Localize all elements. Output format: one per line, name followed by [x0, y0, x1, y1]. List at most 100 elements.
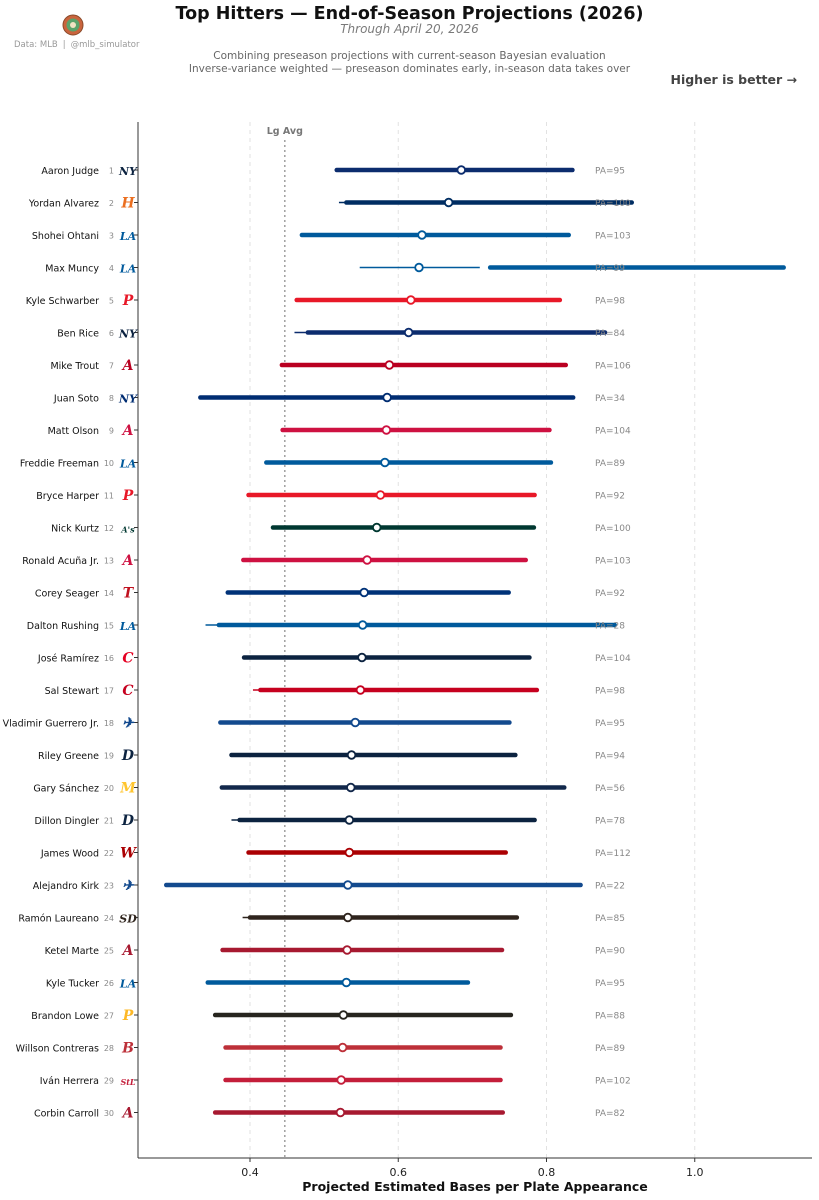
projection-point [335, 1107, 346, 1118]
player-name: Corbin Carroll [34, 1109, 99, 1120]
player-name: Corey Seager [35, 589, 99, 600]
plate-appearances-label: PA=28 [595, 622, 625, 632]
projection-point [338, 1010, 349, 1020]
dodgers-logo-icon: LA [119, 263, 137, 276]
plate-appearances-label: PA=34 [595, 394, 625, 404]
yankees-logo-icon: NY [118, 328, 138, 341]
player-rank: 9 [109, 427, 114, 436]
plate-appearances-label: PA=104 [595, 654, 631, 664]
plate-appearances-label: PA=88 [595, 1012, 625, 1022]
rangers-logo-icon: T [123, 586, 135, 602]
plate-appearances-label: PA=103 [595, 232, 631, 242]
projection-point [346, 782, 356, 793]
credit-separator: | [62, 40, 66, 50]
player-name: James Wood [40, 849, 99, 860]
angels-logo-icon: A [121, 358, 134, 374]
player-name: Iván Herrera [40, 1076, 99, 1087]
projection-point [344, 815, 355, 825]
chart-subtitle: Through April 20, 2026 [340, 22, 479, 36]
cardinals-logo-icon: StL [120, 1077, 135, 1087]
player-rank: 25 [104, 947, 114, 956]
plate-appearances-label: PA=85 [595, 914, 625, 924]
projection-point [443, 197, 454, 208]
phillies-logo-icon: P [122, 293, 134, 309]
padres-logo-icon: SD [119, 913, 137, 926]
projection-point [380, 457, 390, 468]
player-name: Aaron Judge [41, 166, 99, 177]
plate-appearances-label: PA=95 [595, 719, 625, 729]
x-tick-label: 1.0 [686, 1166, 704, 1179]
player-name: Yordan Alvarez [28, 199, 99, 210]
player-rank: 26 [104, 979, 114, 988]
player-rank: 23 [104, 882, 114, 891]
projection-point [343, 880, 353, 890]
plate-appearances-label: PA=112 [595, 849, 631, 859]
chart-description-line-2: Inverse-variance weighted — preseason do… [188, 63, 631, 75]
player-rank: 20 [104, 784, 114, 793]
dodgers-logo-icon: LA [119, 620, 137, 633]
player-name: Shohei Ohtani [32, 231, 99, 242]
player-rank: 28 [104, 1044, 114, 1053]
player-rank: 24 [104, 914, 114, 923]
plate-appearances-label: PA=90 [595, 947, 625, 957]
projection-point [372, 522, 382, 533]
pirates-logo-icon: P [122, 1008, 134, 1024]
plate-appearances-label: PA=89 [595, 459, 625, 469]
player-name: Juan Soto [53, 394, 99, 405]
data-source-label: Data: MLB [14, 40, 58, 50]
player-name: Max Muncy [45, 264, 99, 275]
projection-point [375, 490, 386, 500]
projection-point [357, 620, 368, 630]
player-name: Bryce Harper [36, 491, 99, 502]
player-name: Gary Sánchez [33, 784, 99, 795]
player-rank: 4 [109, 264, 114, 273]
red-sox-logo-icon: B [121, 1041, 134, 1057]
projection-point [337, 1042, 348, 1053]
player-name: Brandon Lowe [31, 1011, 99, 1022]
plate-appearances-label: PA=100 [595, 524, 631, 534]
player-rank: 30 [104, 1109, 114, 1118]
plate-appearances-label: PA=89 [595, 1044, 625, 1054]
x-tick-label: 0.6 [390, 1166, 408, 1179]
reds-logo-icon: C [122, 683, 133, 699]
projection-point [342, 945, 352, 955]
braves-logo-icon: A [121, 423, 134, 439]
plate-appearances-label: PA=98 [595, 687, 625, 697]
player-name: Alejandro Kirk [33, 881, 100, 892]
plate-appearances-label: PA=92 [595, 589, 625, 599]
plate-appearances-label: PA=102 [595, 1077, 631, 1087]
brewers-logo-icon: M [119, 781, 136, 797]
x-axis-label: Projected Estimated Bases per Plate Appe… [302, 1179, 647, 1194]
projection-point [456, 165, 466, 175]
plate-appearances-label: PA=95 [595, 979, 625, 989]
x-tick-label: 0.4 [241, 1166, 259, 1179]
player-rank: 11 [104, 492, 114, 501]
plate-appearances-label: PA=22 [595, 882, 625, 892]
athletics-logo-icon: A's [120, 525, 135, 535]
interval-bars [163, 167, 786, 1115]
guardians-logo-icon: C [122, 651, 133, 667]
chart-description-line-1: Combining preseason projections with cur… [213, 50, 606, 62]
player-rank: 27 [104, 1012, 114, 1021]
higher-is-better-note: Higher is better → [670, 72, 797, 87]
projection-point [359, 587, 369, 598]
plate-appearances-label: PA=99 [595, 264, 625, 274]
plate-appearances-label: PA=95 [595, 167, 625, 177]
blue-jays-logo-icon: ✈ [122, 716, 135, 732]
player-name: Ramón Laureano [18, 914, 99, 925]
player-rank: 19 [104, 752, 114, 761]
blue-jays-logo-icon: ✈ [122, 878, 135, 894]
player-rank: 13 [104, 557, 114, 566]
player-rank: 5 [109, 297, 114, 306]
plate-appearances-label: PA=100 [595, 199, 631, 209]
braves-logo-icon: A [121, 553, 134, 569]
projection-point [382, 392, 392, 403]
social-handle: @mlb_simulator [70, 40, 140, 50]
projection-point [406, 295, 416, 305]
data-credit: Data: MLB | @mlb_simulator [14, 40, 139, 50]
player-rank: 2 [109, 199, 114, 208]
player-name: Riley Greene [38, 751, 99, 762]
player-name: Vladimir Guerrero Jr. [3, 719, 99, 730]
dodgers-logo-icon: LA [119, 458, 137, 471]
